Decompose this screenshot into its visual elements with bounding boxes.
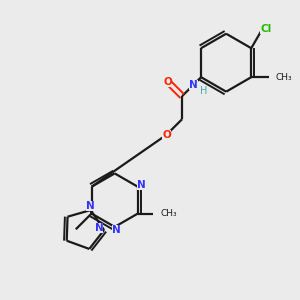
- Text: O: O: [163, 76, 172, 87]
- Text: N: N: [86, 201, 95, 211]
- Text: N: N: [189, 80, 198, 90]
- Text: N: N: [112, 225, 121, 235]
- Text: Cl: Cl: [260, 24, 272, 34]
- Text: O: O: [162, 130, 171, 140]
- Text: CH₃: CH₃: [275, 73, 292, 82]
- Text: N: N: [94, 223, 103, 233]
- Text: H: H: [200, 85, 207, 96]
- Text: CH₃: CH₃: [161, 209, 178, 218]
- Text: N: N: [137, 180, 146, 190]
